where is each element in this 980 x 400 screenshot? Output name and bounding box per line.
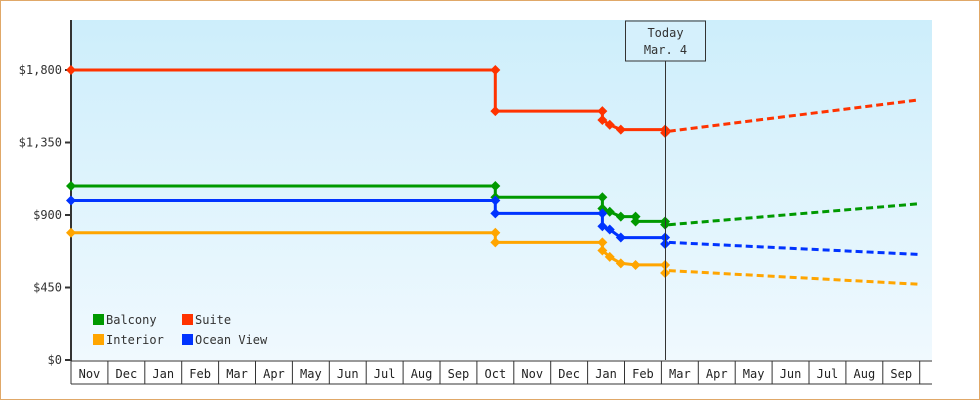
x-month-label: Dec <box>116 367 138 381</box>
today-marker: Today Mar. 4 <box>625 20 706 360</box>
legend-item-interior: Interior <box>93 333 164 347</box>
data-point-marker <box>490 227 501 238</box>
plot-area <box>71 20 932 360</box>
series-ocean-view <box>66 195 920 256</box>
data-point-marker <box>66 195 76 206</box>
data-point-marker <box>604 224 615 235</box>
legend-label: Ocean View <box>195 333 268 347</box>
x-month-label: Nov <box>521 367 543 381</box>
data-point-marker <box>604 251 615 262</box>
data-point-marker <box>490 65 501 75</box>
data-point-marker <box>597 221 608 232</box>
data-point-marker <box>604 119 615 130</box>
legend-item-ocean-view: Ocean View <box>182 333 268 347</box>
legend-item-balcony: Balcony <box>93 313 157 327</box>
data-point-marker <box>490 195 501 206</box>
y-tick-label: $900 <box>33 208 62 222</box>
data-point-marker <box>615 124 626 135</box>
data-point-marker <box>66 65 76 75</box>
data-point-marker <box>615 232 626 243</box>
data-point-marker <box>597 114 608 125</box>
data-point-marker <box>597 106 608 117</box>
data-point-marker <box>604 206 615 217</box>
x-month-label: May <box>300 367 322 381</box>
data-point-marker <box>615 258 626 269</box>
today-date: Mar. 4 <box>644 43 687 57</box>
data-point-marker <box>630 216 641 227</box>
x-axis: Nov Dec Jan Feb Mar Apr May Jun Jul Aug Sep Oct Nov D… <box>70 360 932 385</box>
x-month-label: Feb <box>189 367 211 381</box>
x-month-label: Apr <box>706 367 728 381</box>
legend-swatch <box>182 334 193 345</box>
data-point-marker <box>597 192 608 203</box>
data-point-marker <box>66 181 76 191</box>
x-month-label: Aug <box>411 367 433 381</box>
x-month-label: Jun <box>780 367 802 381</box>
data-point-marker <box>490 237 501 248</box>
data-point-marker <box>597 245 608 256</box>
x-month-label: Sep <box>890 367 912 381</box>
legend-label: Balcony <box>106 313 157 327</box>
y-tick-label: $1,350 <box>19 136 62 150</box>
data-point-marker <box>597 208 608 219</box>
y-tick-label: $0 <box>48 353 62 367</box>
x-month-label: Oct <box>485 367 507 381</box>
x-month-label: Nov <box>79 367 101 381</box>
y-axis: $0 $450 $900 $1,350 $1,800 <box>19 20 72 367</box>
legend-swatch <box>93 334 104 345</box>
x-month-label: Feb <box>632 367 654 381</box>
x-month-label: May <box>743 367 765 381</box>
x-month-label: Mar <box>669 367 691 381</box>
data-point-marker <box>490 181 501 191</box>
legend: Balcony Suite Interior Ocean View <box>93 313 268 347</box>
data-point-marker <box>597 237 608 248</box>
series-balcony <box>66 181 920 230</box>
today-label: Today <box>647 26 683 40</box>
y-tick-label: $450 <box>33 281 62 295</box>
data-point-marker <box>630 259 641 270</box>
x-month-label: Jan <box>152 367 174 381</box>
x-month-label: Dec <box>558 367 580 381</box>
legend-label: Suite <box>195 313 231 327</box>
x-month-label: Jun <box>337 367 359 381</box>
legend-swatch <box>182 314 193 325</box>
series-interior <box>66 227 920 286</box>
x-month-label: Jul <box>374 367 396 381</box>
legend-item-suite: Suite <box>182 313 231 327</box>
x-month-label: Apr <box>263 367 285 381</box>
x-month-label: Sep <box>448 367 470 381</box>
data-point-marker <box>490 106 501 117</box>
today-annotation-box <box>625 20 706 62</box>
x-month-label: Aug <box>854 367 876 381</box>
data-point-marker <box>615 211 626 222</box>
series-suite <box>66 65 920 138</box>
x-month-label: Jul <box>817 367 839 381</box>
data-point-marker <box>66 227 76 238</box>
x-month-label: Jan <box>595 367 617 381</box>
legend-swatch <box>93 314 104 325</box>
series-lines <box>66 65 920 286</box>
y-tick-label: $1,800 <box>19 63 62 77</box>
legend-label: Interior <box>106 333 164 347</box>
x-month-label: Mar <box>226 367 248 381</box>
data-point-marker <box>490 208 501 219</box>
